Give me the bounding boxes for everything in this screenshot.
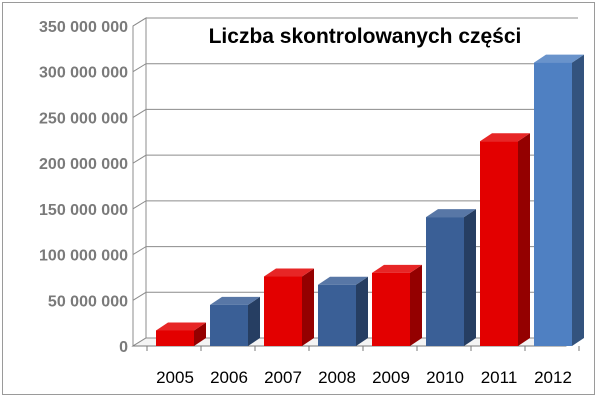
bar-2006 xyxy=(210,296,260,346)
y-tick-label: 200 000 000 xyxy=(39,156,128,173)
bar-side xyxy=(518,133,530,346)
bar-top xyxy=(534,54,584,63)
bar-side xyxy=(356,276,368,346)
bar-2009 xyxy=(372,264,422,346)
bar-front xyxy=(156,330,194,346)
bar-front xyxy=(210,304,248,346)
bar-front xyxy=(426,217,464,346)
gridline xyxy=(132,200,578,210)
y-tick-label: 50 000 000 xyxy=(48,293,128,310)
y-tick-label: 350 000 000 xyxy=(39,19,128,36)
bar-top xyxy=(264,268,314,277)
bar-side xyxy=(464,209,476,346)
bar-front xyxy=(264,276,302,346)
bar-top xyxy=(210,296,260,305)
bar-front xyxy=(318,284,356,346)
x-tick-label: 2010 xyxy=(426,368,464,387)
bar-2012 xyxy=(534,54,584,346)
bar-2005 xyxy=(156,322,206,346)
bar-top xyxy=(318,276,368,285)
bar-2010 xyxy=(426,209,476,346)
x-tick-label: 2007 xyxy=(264,368,302,387)
bar-top xyxy=(480,133,530,142)
bars-layer xyxy=(156,54,584,346)
bar-side xyxy=(248,296,260,346)
bar-front xyxy=(534,62,572,346)
bar-side xyxy=(572,54,584,346)
bar-top xyxy=(156,322,206,331)
y-tick-label: 300 000 000 xyxy=(39,65,128,82)
x-tick-label: 2009 xyxy=(372,368,410,387)
x-tick-label: 2008 xyxy=(318,368,356,387)
y-tick-label: 250 000 000 xyxy=(39,110,128,127)
gridline xyxy=(132,154,578,164)
chart-title: Liczba skontrolowanych części xyxy=(209,25,522,48)
y-axis-tick-labels: 0 50 000 000 100 000 000 150 000 000 200 000… xyxy=(39,19,128,356)
y-tick-label: 0 xyxy=(119,339,128,356)
bar-top xyxy=(372,264,422,273)
bar-top xyxy=(426,209,476,218)
bar-side xyxy=(302,268,314,346)
y-tick-label: 150 000 000 xyxy=(39,202,128,219)
bar-side xyxy=(410,264,422,346)
bar-2007 xyxy=(264,268,314,346)
bar-side xyxy=(194,322,206,346)
gridline xyxy=(132,63,578,73)
bar-front xyxy=(372,272,410,346)
bar-2008 xyxy=(318,276,368,346)
gridline xyxy=(132,17,578,27)
gridline xyxy=(132,108,578,118)
x-tick-label: 2006 xyxy=(210,368,248,387)
bar-front xyxy=(480,141,518,346)
y-tick-label: 100 000 000 xyxy=(39,248,128,265)
x-tick-label: 2005 xyxy=(156,368,194,387)
x-tick-label: 2011 xyxy=(481,368,518,387)
x-tick-label: 2012 xyxy=(534,368,572,387)
bar-2011 xyxy=(480,133,530,346)
x-axis-tick-labels: 2005 2006 2007 2008 2009 2010 2011 2012 xyxy=(156,368,572,387)
